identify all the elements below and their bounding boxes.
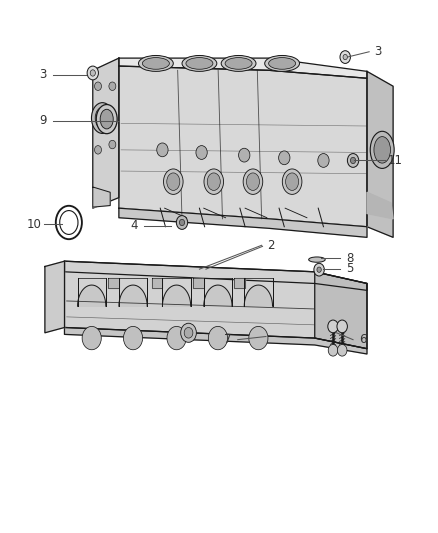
Circle shape [337,344,347,356]
Circle shape [196,146,207,159]
Circle shape [350,157,356,164]
Circle shape [347,154,359,167]
Polygon shape [367,192,393,219]
Polygon shape [162,285,191,306]
Ellipse shape [92,103,113,133]
Circle shape [82,326,101,350]
Ellipse shape [60,211,78,235]
Polygon shape [119,58,367,78]
Polygon shape [93,58,119,208]
Ellipse shape [268,58,296,69]
Circle shape [279,151,290,165]
Text: 3: 3 [374,45,381,58]
Polygon shape [119,208,367,237]
Ellipse shape [204,169,223,195]
Polygon shape [193,278,204,288]
Ellipse shape [286,173,299,190]
Polygon shape [64,261,367,349]
Ellipse shape [243,169,263,195]
Text: 9: 9 [39,114,46,127]
Text: 6: 6 [359,333,366,346]
Ellipse shape [370,131,394,168]
Circle shape [337,320,347,333]
Ellipse shape [186,58,213,69]
Ellipse shape [96,104,117,134]
Polygon shape [64,327,367,354]
Text: 10: 10 [27,217,42,231]
Circle shape [208,326,227,350]
Text: 4: 4 [131,219,138,232]
Ellipse shape [221,55,256,71]
Text: 7: 7 [224,333,231,346]
Circle shape [95,82,102,91]
Ellipse shape [95,108,110,128]
Circle shape [90,70,95,76]
Ellipse shape [182,55,217,71]
Circle shape [249,326,268,350]
Polygon shape [64,261,367,290]
Polygon shape [108,278,119,288]
Text: 2: 2 [268,239,275,252]
Circle shape [180,219,185,225]
Ellipse shape [225,58,252,69]
Text: 11: 11 [388,154,403,167]
Polygon shape [119,66,367,227]
Circle shape [181,323,196,342]
Polygon shape [244,285,272,306]
Circle shape [95,146,102,154]
Ellipse shape [309,257,325,262]
Polygon shape [152,278,162,288]
Text: 3: 3 [39,68,46,81]
Circle shape [343,54,347,60]
Circle shape [318,154,329,167]
Ellipse shape [100,109,113,129]
Polygon shape [119,285,147,306]
Circle shape [328,344,338,356]
Ellipse shape [247,173,259,190]
Circle shape [328,320,338,333]
Circle shape [124,326,143,350]
Ellipse shape [265,55,300,71]
Circle shape [167,326,186,350]
Text: 5: 5 [346,262,353,275]
Polygon shape [367,71,393,237]
Ellipse shape [167,173,180,190]
Circle shape [317,267,321,272]
Polygon shape [315,272,367,349]
Text: 8: 8 [346,252,353,264]
Ellipse shape [283,169,302,195]
Polygon shape [234,278,245,288]
Circle shape [239,148,250,162]
Circle shape [340,51,350,63]
Ellipse shape [374,136,391,163]
Polygon shape [93,187,110,207]
Circle shape [157,143,168,157]
Ellipse shape [207,173,220,190]
Circle shape [87,66,99,80]
Polygon shape [78,285,106,306]
Circle shape [109,82,116,91]
Circle shape [109,140,116,149]
Polygon shape [45,261,64,333]
Circle shape [177,216,187,229]
Ellipse shape [142,58,170,69]
Ellipse shape [138,55,173,71]
Ellipse shape [56,206,82,239]
Ellipse shape [163,169,183,195]
Circle shape [184,327,193,338]
Circle shape [314,263,324,276]
Polygon shape [204,285,232,306]
